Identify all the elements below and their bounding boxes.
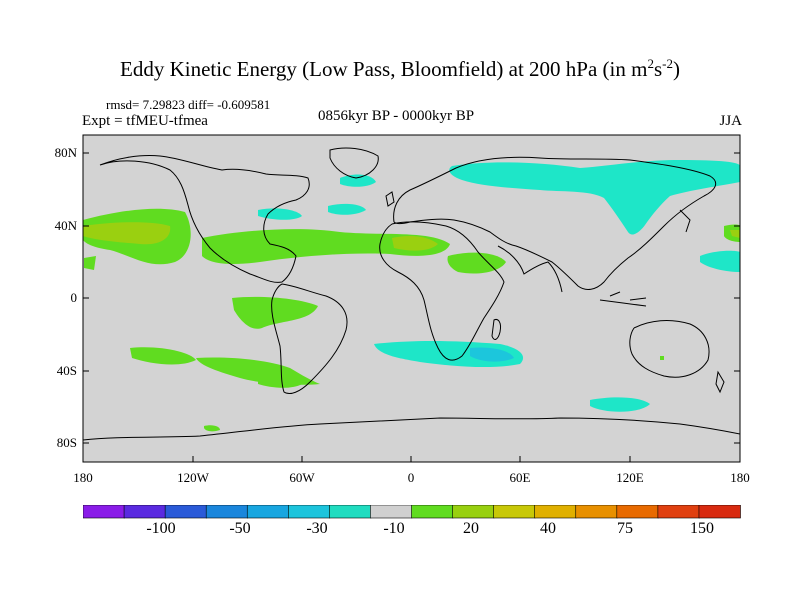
colorbar-label: 150 bbox=[690, 520, 714, 537]
antarctica-coast bbox=[83, 417, 740, 441]
japan bbox=[679, 209, 691, 233]
lat-label-80s: 80S bbox=[56, 435, 77, 450]
lon-label-60w: 60W bbox=[289, 470, 315, 485]
lon-label-120w: 120W bbox=[177, 470, 209, 485]
colorbar-swatch bbox=[411, 505, 454, 519]
hudson-patch bbox=[258, 208, 302, 220]
colorbar-swatch bbox=[288, 505, 331, 519]
lat-label-0: 0 bbox=[70, 290, 78, 305]
colorbar-swatch bbox=[123, 505, 166, 519]
experiment-label: Expt = tfMEU-tfmea bbox=[82, 113, 208, 129]
colorbar bbox=[83, 505, 741, 519]
australia-coast bbox=[629, 320, 710, 378]
south-america-coast bbox=[271, 283, 348, 395]
south-ocean-australia bbox=[590, 397, 650, 412]
lon-label-180w: 180 bbox=[73, 470, 93, 485]
axis-ticks bbox=[82, 152, 741, 462]
coastlines bbox=[83, 147, 740, 441]
lat-label-40s: 40S bbox=[56, 363, 77, 378]
rmsd-diff-stats: rmsd= 7.29823 diff= -0.609581 bbox=[106, 97, 271, 112]
colorbar-swatch bbox=[657, 505, 700, 519]
southeast-pacific bbox=[232, 296, 318, 329]
colorbar-label: 20 bbox=[463, 520, 479, 537]
colorbar-swatch bbox=[205, 505, 249, 519]
lon-label-0: 0 bbox=[407, 470, 415, 485]
lat-label-40n: 40N bbox=[54, 218, 77, 233]
colorbar-label: -50 bbox=[229, 520, 251, 537]
lon-label-60e: 60E bbox=[509, 470, 531, 485]
north-atlantic-patch bbox=[328, 203, 366, 215]
british-isles bbox=[385, 191, 395, 207]
colorbar-swatch bbox=[616, 505, 659, 519]
lon-label-120e: 120E bbox=[616, 470, 644, 485]
south-ocean-patch bbox=[204, 425, 220, 432]
colorbar-swatch bbox=[246, 505, 290, 519]
south-atlantic-patch bbox=[258, 377, 302, 388]
south-indian-core bbox=[470, 347, 514, 362]
colorbar-label: 75 bbox=[617, 520, 633, 537]
south-pacific-left bbox=[130, 347, 196, 365]
new-zealand bbox=[715, 370, 725, 394]
colorbar-label: -10 bbox=[383, 520, 405, 537]
colorbar-swatch bbox=[698, 505, 741, 519]
colorbar-swatch bbox=[493, 505, 536, 519]
map-title: Eddy Kinetic Energy (Low Pass, Bloomfiel… bbox=[120, 56, 680, 81]
north-america-coast bbox=[99, 155, 310, 283]
colorbar-swatch bbox=[534, 505, 577, 519]
greenland-patch bbox=[340, 174, 376, 187]
north-pacific-core bbox=[83, 222, 171, 245]
south-pacific-right bbox=[196, 357, 320, 385]
colorbar-swatch bbox=[83, 505, 125, 519]
colorbar-label: -100 bbox=[146, 520, 176, 537]
season-label: JJA bbox=[719, 113, 742, 129]
arabia-india bbox=[497, 245, 563, 293]
madagascar bbox=[491, 319, 501, 340]
north-pacific-east-teal bbox=[700, 250, 740, 272]
north-africa-core bbox=[392, 236, 438, 251]
lon-label-180e: 180 bbox=[730, 470, 750, 485]
time-period-label: 0856kyr BP - 0000kyr BP bbox=[318, 108, 475, 124]
africa-coast bbox=[379, 221, 505, 361]
siberia-band bbox=[449, 160, 740, 235]
north-atlantic-africa-band bbox=[202, 229, 450, 264]
australia-spot bbox=[660, 356, 664, 360]
colorbar-swatch bbox=[575, 505, 618, 519]
north-pacific-east-core bbox=[730, 230, 740, 238]
greenland-coast bbox=[329, 147, 379, 179]
colorbar-swatch bbox=[452, 505, 495, 519]
indonesia bbox=[599, 291, 647, 307]
east-africa bbox=[447, 252, 506, 274]
colorbar-label: -30 bbox=[306, 520, 328, 537]
colorbar-label: 40 bbox=[540, 520, 556, 537]
negative-anomaly-regions bbox=[258, 160, 740, 412]
colorbar-swatch bbox=[370, 505, 413, 519]
europe-asia-coast bbox=[393, 156, 717, 290]
lat-label-80n: 80N bbox=[54, 145, 77, 160]
south-america-east bbox=[84, 256, 96, 270]
positive-anomaly-regions bbox=[83, 208, 740, 432]
colorbar-swatch bbox=[329, 505, 372, 519]
colorbar-swatch bbox=[164, 505, 207, 519]
